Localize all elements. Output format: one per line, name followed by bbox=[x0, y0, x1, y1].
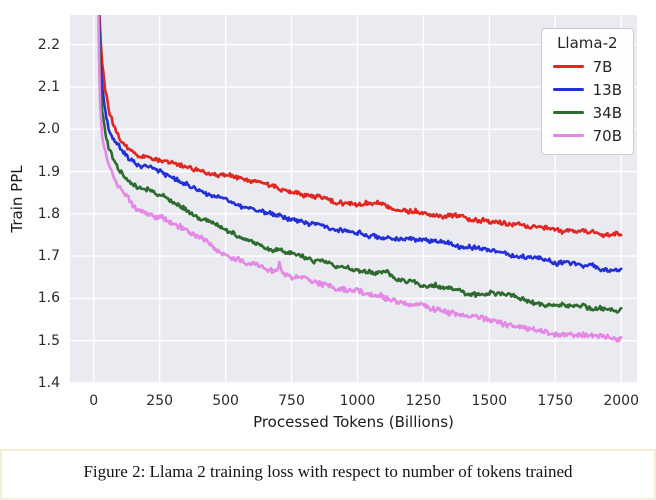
legend-label: 34B bbox=[592, 103, 622, 122]
x-tick-label: 1500 bbox=[471, 393, 508, 409]
x-tick-label: 750 bbox=[278, 393, 305, 409]
y-tick-label: 2.1 bbox=[37, 78, 60, 95]
x-tick-label: 1750 bbox=[537, 393, 574, 409]
y-tick-label: 1.6 bbox=[37, 290, 60, 307]
legend: Llama-2 7B 13B 34B 70B bbox=[540, 28, 634, 155]
y-tick-label: 2.0 bbox=[37, 121, 60, 138]
caption-highlight-box: Figure 2: Llama 2 training loss with res… bbox=[0, 449, 656, 500]
legend-label: 7B bbox=[592, 57, 613, 76]
y-tick-label: 1.9 bbox=[37, 163, 60, 180]
x-axis-label: Processed Tokens (Billions) bbox=[253, 413, 454, 431]
legend-line-swatch bbox=[552, 110, 584, 115]
series-line-7B bbox=[98, 15, 623, 239]
x-tick-label: 0 bbox=[89, 393, 99, 409]
legend-entry-13B: 13B bbox=[552, 78, 622, 101]
y-tick-label: 1.7 bbox=[37, 248, 60, 265]
x-tick-label: 2000 bbox=[603, 393, 639, 409]
series-line-13B bbox=[97, 15, 623, 274]
x-tick-label: 1250 bbox=[405, 393, 442, 409]
y-tick-label: 1.4 bbox=[37, 375, 60, 391]
y-axis-label: Train PPL bbox=[8, 165, 26, 233]
legend-entries: 7B 13B 34B 70B bbox=[552, 55, 622, 147]
legend-entry-7B: 7B bbox=[552, 55, 622, 78]
y-tick-label: 1.8 bbox=[37, 205, 60, 222]
y-tick-label: 2.2 bbox=[37, 36, 60, 53]
legend-line-swatch bbox=[552, 64, 584, 69]
legend-label: 70B bbox=[592, 126, 622, 145]
legend-entry-70B: 70B bbox=[552, 124, 622, 147]
x-tick-label: 500 bbox=[212, 393, 239, 409]
figure-caption: Figure 2: Llama 2 training loss with res… bbox=[83, 462, 573, 481]
legend-line-swatch bbox=[552, 87, 584, 92]
legend-title: Llama-2 bbox=[557, 34, 618, 52]
series-line-70B bbox=[97, 15, 623, 343]
legend-line-swatch bbox=[552, 133, 584, 138]
x-tick-label: 250 bbox=[146, 393, 174, 409]
legend-entry-34B: 34B bbox=[552, 101, 622, 124]
legend-label: 13B bbox=[592, 80, 622, 99]
series-line-34B bbox=[97, 15, 623, 314]
x-tick-label: 1000 bbox=[339, 393, 376, 409]
plot-area: Llama-2 7B 13B 34B 70B bbox=[70, 15, 637, 383]
y-tick-label: 1.5 bbox=[37, 332, 60, 349]
